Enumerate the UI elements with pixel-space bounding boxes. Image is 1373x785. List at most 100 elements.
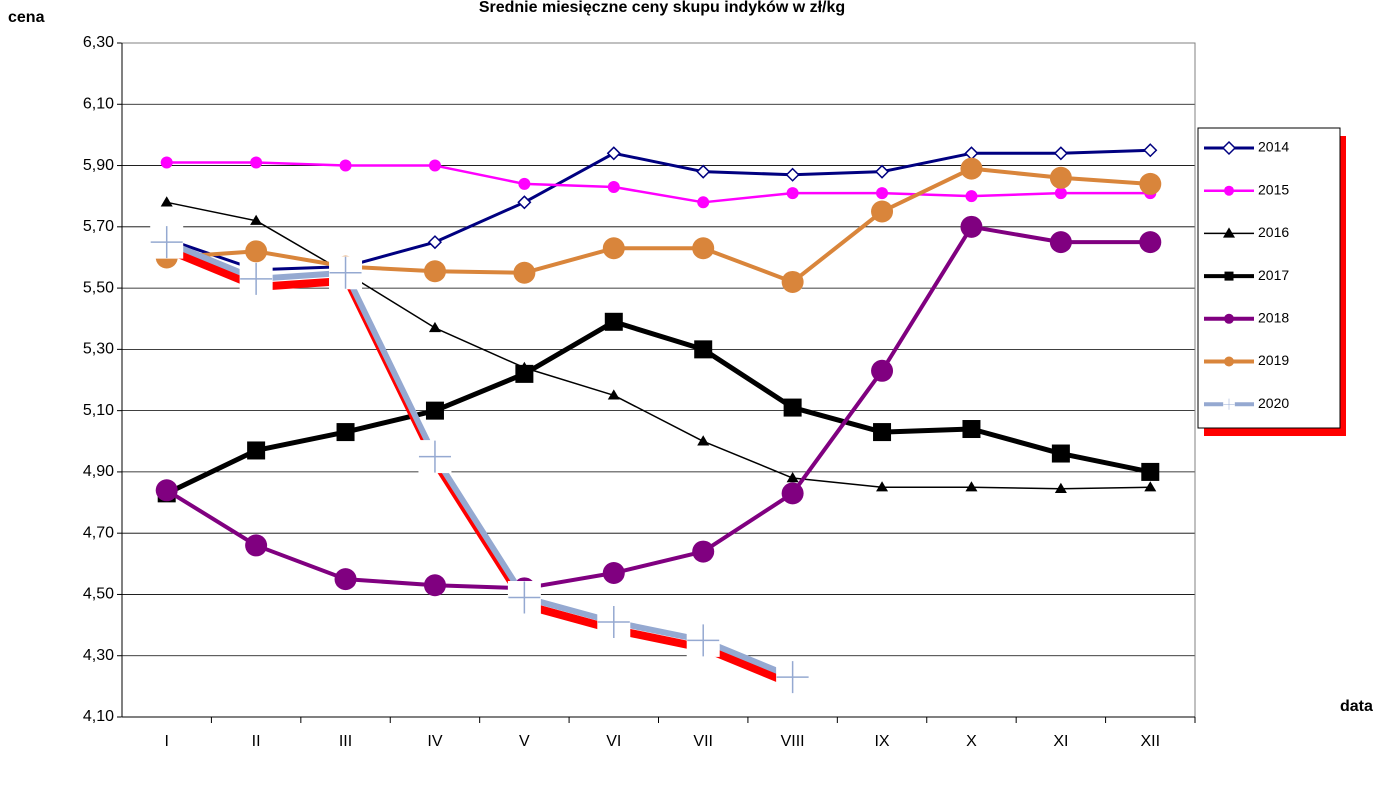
marker [428,159,441,172]
marker [697,196,710,209]
y-tick-label: 5,70 [83,218,114,235]
x-tick-label: V [519,733,530,750]
marker-plus [329,256,362,289]
y-tick-label: 4,90 [83,463,114,480]
series-line [166,148,1151,272]
marker [786,187,799,200]
y-tick-label: 5,30 [83,341,114,358]
marker [518,177,531,190]
marker [783,398,802,417]
x-tick-label: VII [693,733,713,750]
marker-plus [418,440,451,473]
marker [696,164,711,179]
marker [334,568,357,591]
x-axis-label: data [1340,698,1373,715]
marker [786,472,799,483]
marker [150,225,184,259]
x-tick-label: XII [1141,733,1161,750]
marker [507,581,541,615]
marker [871,359,894,382]
x-tick-label: IX [874,733,889,750]
marker [876,187,889,200]
marker [960,157,983,180]
marker [160,156,173,169]
legend: 2014 2015 2016 2017 2018 2019 2020 [1197,127,1341,429]
marker [1049,166,1072,189]
marker-plus [1223,398,1235,410]
marker [1223,227,1235,238]
marker [686,623,720,657]
marker [602,237,625,260]
marker [1224,271,1234,281]
marker [694,340,713,359]
legend-label: 2020 [1258,395,1289,411]
marker [871,200,894,223]
marker [607,389,620,400]
marker [160,196,173,207]
marker [515,364,534,383]
marker [250,156,263,169]
y-axis-label: cena [8,9,45,26]
marker [964,146,979,161]
x-tick-label: III [339,733,352,750]
marker [597,605,631,639]
legend-label: 2016 [1258,224,1289,240]
y-tick-label: 4,10 [83,708,114,725]
x-tick-label: II [252,733,261,750]
marker [1139,231,1162,254]
marker [1049,231,1072,254]
marker [1144,481,1157,492]
marker-plus [776,661,809,694]
marker [607,180,620,193]
marker [247,441,266,460]
marker [423,260,446,283]
marker [606,146,621,161]
marker [1053,146,1068,161]
marker [781,270,804,293]
marker [245,534,268,557]
marker [245,240,268,263]
marker [776,660,810,694]
marker [697,435,710,446]
marker [517,195,532,210]
marker [155,479,178,502]
marker [962,420,981,439]
y-tick-label: 4,50 [83,586,114,603]
marker [785,167,800,182]
marker [1139,172,1162,195]
marker [604,312,623,331]
legend-label: 2018 [1258,310,1289,326]
marker [250,214,263,225]
marker [960,215,983,238]
marker [692,540,715,563]
y-tick-label: 5,10 [83,402,114,419]
y-tick-label: 4,30 [83,647,114,664]
y-tick-label: 5,90 [83,157,114,174]
marker [427,235,443,250]
marker-plus [687,624,720,657]
y-tick-label: 5,50 [83,279,114,296]
marker [874,164,890,179]
marker [423,574,446,597]
marker-plus [508,581,541,614]
y-tick-label: 6,30 [83,34,114,51]
legend-label: 2014 [1258,139,1289,155]
marker [513,261,536,284]
marker [1224,356,1234,367]
marker-plus [597,606,630,639]
marker-plus [150,226,183,259]
marker [781,482,804,505]
y-tick-label: 6,10 [83,95,114,112]
marker [873,423,892,442]
legend-label: 2015 [1258,181,1289,197]
plot-frame [121,42,1196,718]
x-tick-label: XI [1053,733,1068,750]
series-line [166,201,1151,490]
marker-plus [240,262,273,295]
y-tick-label: 4,70 [83,524,114,541]
line-shadow [167,246,797,689]
x-tick-label: X [966,733,977,750]
marker [336,423,355,442]
marker [602,562,625,585]
